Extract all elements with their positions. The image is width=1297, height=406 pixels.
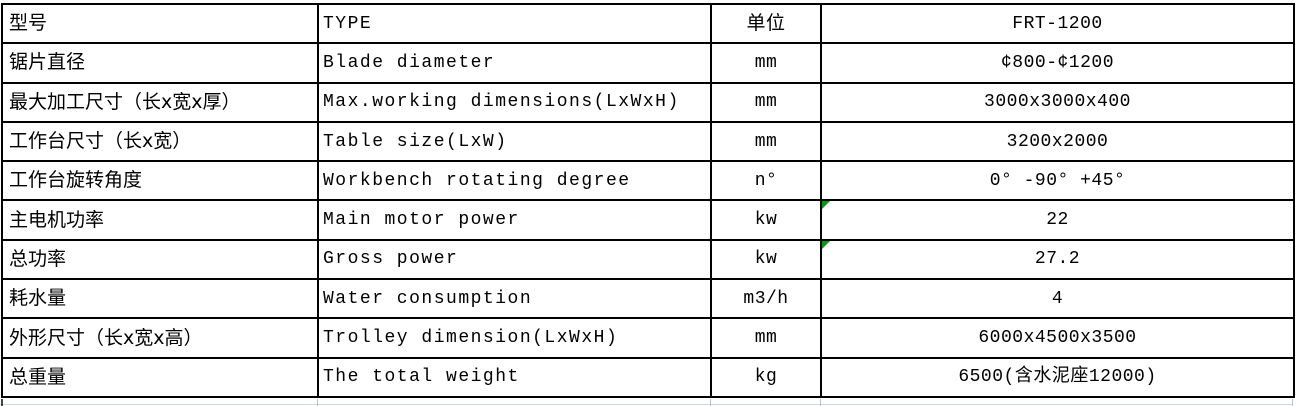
table-row: 最大加工尺寸（长x宽x厚） Max.working dimensions(LxWx… bbox=[1, 81, 1295, 123]
cell-value: 6500(含水泥座12000) bbox=[820, 356, 1295, 399]
cell-label-cn: 工作台旋转角度 bbox=[1, 160, 319, 202]
cell-unit: kw bbox=[710, 199, 822, 241]
cell-unit: kg bbox=[710, 356, 822, 399]
spec-table: 型号 TYPE 单位 FRT-1200 锯片直径 Blade diameter mm ¢800… bbox=[1, 2, 1295, 399]
cell-unit: mm bbox=[710, 317, 822, 359]
cell-value: 6000x4500x3500 bbox=[820, 317, 1295, 359]
cell-label-en: Blade diameter bbox=[317, 42, 712, 84]
next-row-gridline-vertical bbox=[1, 399, 3, 406]
cell-unit: 单位 bbox=[710, 2, 822, 45]
cell-label-en: Water consumption bbox=[317, 278, 712, 320]
cell-value: 4 bbox=[820, 278, 1295, 320]
cell-error-flag-icon bbox=[823, 202, 830, 210]
cell-label-cn: 主电机功率 bbox=[1, 199, 319, 241]
next-row-gridline-vertical bbox=[317, 399, 318, 406]
cell-value: 27.2 bbox=[820, 238, 1295, 281]
cell-unit: kw bbox=[710, 238, 822, 281]
next-row-gridline-vertical bbox=[1292, 399, 1293, 406]
cell-value: 0° -90° +45° bbox=[820, 160, 1295, 202]
table-row: 锯片直径 Blade diameter mm ¢800-¢1200 bbox=[1, 42, 1295, 84]
table-row: 外形尺寸（长x宽x高） Trolley dimension(LxWxH) mm 600… bbox=[1, 317, 1295, 359]
cell-label-en: TYPE bbox=[317, 2, 712, 45]
cell-label-cn: 外形尺寸（长x宽x高） bbox=[1, 317, 319, 359]
cell-unit: mm bbox=[710, 42, 822, 84]
next-row-gridline-vertical bbox=[820, 399, 821, 406]
next-row-gridline-horizontal bbox=[0, 404, 1293, 405]
cell-label-en: The total weight bbox=[317, 356, 712, 399]
cell-label-en: Table size(LxW) bbox=[317, 120, 712, 163]
cell-label-cn: 型号 bbox=[1, 2, 319, 45]
cell-value: 3000x3000x400 bbox=[820, 81, 1295, 123]
cell-error-flag-icon bbox=[823, 241, 830, 249]
cell-value: ¢800-¢1200 bbox=[820, 42, 1295, 84]
cell-label-cn: 锯片直径 bbox=[1, 42, 319, 84]
table-row: 工作台旋转角度 Workbench rotating degree n° 0° -90… bbox=[1, 160, 1295, 202]
next-row-gridline-vertical bbox=[710, 399, 711, 406]
cell-label-cn: 工作台尺寸（长x宽） bbox=[1, 120, 319, 163]
cell-label-en: Main motor power bbox=[317, 199, 712, 241]
table-row: 耗水量 Water consumption m3/h 4 bbox=[1, 278, 1295, 320]
cell-label-en: Gross power bbox=[317, 238, 712, 281]
cell-label-cn: 最大加工尺寸（长x宽x厚） bbox=[1, 81, 319, 123]
table-row: 主电机功率 Main motor power kw 22 bbox=[1, 199, 1295, 241]
cell-label-cn: 耗水量 bbox=[1, 278, 319, 320]
cell-label-en: Workbench rotating degree bbox=[317, 160, 712, 202]
cell-unit: m3/h bbox=[710, 278, 822, 320]
cell-unit: mm bbox=[710, 120, 822, 163]
cell-label-en: Max.working dimensions(LxWxH) bbox=[317, 81, 712, 123]
table-row: 总功率 Gross power kw 27.2 bbox=[1, 238, 1295, 281]
cell-label-cn: 总重量 bbox=[1, 356, 319, 399]
cell-unit: mm bbox=[710, 81, 822, 123]
cell-unit: n° bbox=[710, 160, 822, 202]
table-row: 型号 TYPE 单位 FRT-1200 bbox=[1, 2, 1295, 45]
cell-value: 22 bbox=[820, 199, 1295, 241]
table-row: 工作台尺寸（长x宽） Table size(LxW) mm 3200x2000 bbox=[1, 120, 1295, 163]
cell-label-en: Trolley dimension(LxWxH) bbox=[317, 317, 712, 359]
table-row: 总重量 The total weight kg 6500(含水泥座12000) bbox=[1, 356, 1295, 399]
cell-value: FRT-1200 bbox=[820, 2, 1295, 45]
cell-value: 3200x2000 bbox=[820, 120, 1295, 163]
cell-label-cn: 总功率 bbox=[1, 238, 319, 281]
